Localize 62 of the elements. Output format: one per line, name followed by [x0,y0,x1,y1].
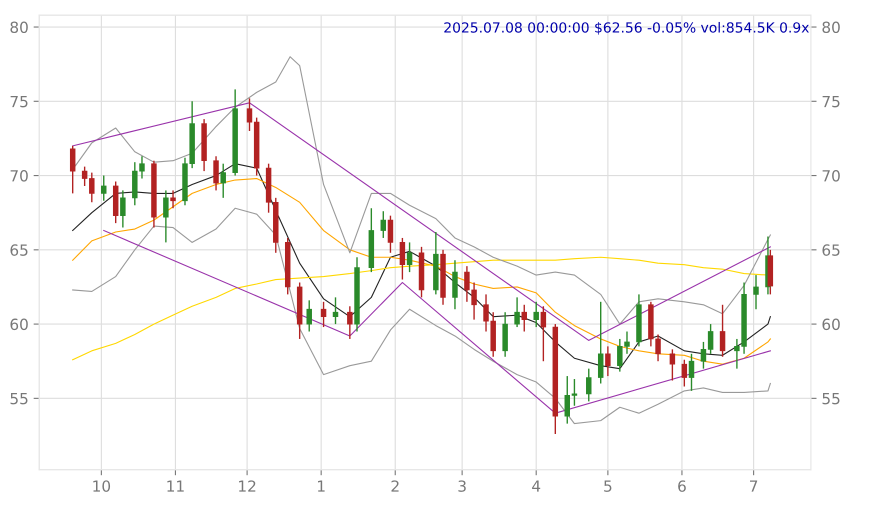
x-tick-label: 2 [391,480,399,492]
candlestick [406,242,412,273]
candlestick [682,359,688,388]
candlestick [586,368,592,402]
line-series [103,230,771,414]
y-tick-label: 75 [10,96,28,108]
y2-tick-label: 60 [822,318,840,330]
x-tick-label: 7 [750,480,758,492]
y-tick-label: 80 [10,22,28,34]
candlestick [708,323,714,354]
line-series [72,208,771,424]
candlestick [120,190,126,228]
candlestick [347,306,353,340]
candlestick [170,190,176,209]
y2-tick-label: 70 [822,170,840,182]
candlestick [522,304,527,332]
candlestick [540,306,546,362]
candlestick [320,301,326,328]
candlestick [617,338,623,372]
line-series [72,102,771,341]
candlestick [246,98,252,132]
candlestick [380,210,386,239]
candlestick [306,300,312,332]
candlestick [734,338,740,370]
candlestick [464,265,470,303]
x-tick-label: 11 [167,480,184,492]
candlestick [700,341,706,370]
candlestick [688,353,694,392]
candlestick [213,156,219,192]
y-tick-label: 70 [10,170,28,182]
y2-tick-label: 55 [822,393,840,404]
candlestick [220,162,226,199]
x-tick-label: 3 [458,480,466,492]
y-tick-label: 55 [10,393,28,404]
x-tick-label: 6 [678,480,686,492]
y2-tick-label: 75 [822,96,840,108]
x-tick-label: 10 [93,480,110,492]
candlestick [388,214,394,254]
candlestick [670,348,676,382]
candlestick [101,174,106,202]
candlestick [720,304,726,358]
x-tick-label: 1 [318,480,325,492]
y-tick-label: 65 [10,244,28,256]
candlestick [753,274,759,310]
candlestick [598,301,604,384]
y2-tick-label: 80 [822,22,840,34]
x-tick-label: 4 [532,480,540,492]
y-tick-label: 60 [10,318,28,330]
chart-title: 2025.07.08 00:00:00 $62.56 -0.05% vol:854.5K 0.9x [444,22,809,35]
x-tick-label: 5 [604,480,612,492]
candlestick [533,301,539,328]
candlestick [514,296,520,328]
candlestick [655,334,661,362]
candlestick [605,346,611,377]
candlestick [70,145,76,194]
x-tick-label: 12 [239,480,256,492]
candlestick [471,282,477,320]
y2-tick-label: 65 [822,244,840,256]
candlestick [400,237,406,280]
candlestick [624,330,630,354]
candlestick [332,296,338,325]
candlestick [163,190,169,244]
